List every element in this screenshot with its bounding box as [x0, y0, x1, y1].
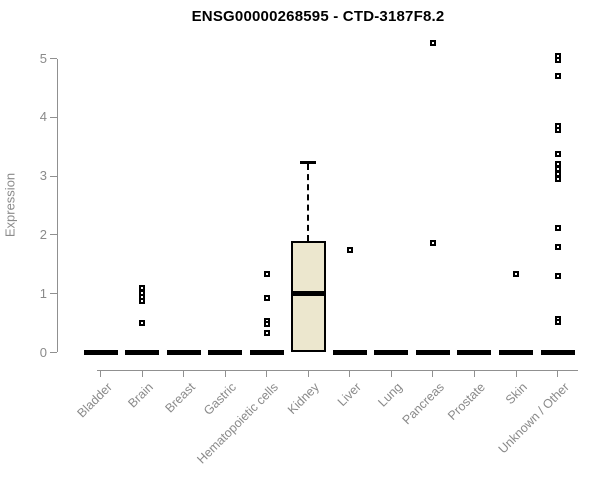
- median-line: [457, 350, 492, 355]
- x-axis-category-label: Breast: [162, 380, 198, 416]
- y-axis-line: [57, 58, 58, 353]
- boxplot-box: [290, 240, 326, 353]
- data-point: [139, 297, 146, 304]
- x-axis-tick: [183, 370, 185, 377]
- y-axis-tick: [50, 116, 57, 118]
- data-point: [263, 330, 270, 337]
- data-point: [554, 176, 561, 183]
- x-axis-category-label: Liver: [334, 380, 364, 410]
- median-line: [292, 291, 324, 297]
- x-axis-category-label: Skin: [502, 380, 530, 408]
- data-point: [554, 56, 561, 63]
- y-axis-tick: [50, 175, 57, 177]
- data-point: [429, 239, 436, 246]
- data-point: [263, 320, 270, 327]
- x-axis-line: [97, 370, 578, 371]
- chart-title: ENSG00000268595 - CTD-3187F8.2: [191, 8, 445, 25]
- x-axis-tick: [224, 370, 226, 377]
- upper-whisker: [307, 164, 310, 241]
- x-axis-tick: [100, 370, 102, 377]
- x-axis-tick: [266, 370, 268, 377]
- x-axis-tick: [557, 370, 559, 377]
- data-point: [346, 246, 353, 253]
- data-point: [139, 320, 146, 327]
- data-point: [554, 318, 561, 325]
- data-point: [554, 166, 561, 173]
- data-point: [513, 271, 519, 278]
- y-axis-tick-label: 0: [39, 344, 47, 360]
- y-axis-tick-label: 4: [39, 109, 47, 125]
- x-axis-category-label: Gastric: [201, 380, 240, 418]
- x-axis-category-label: Pancreas: [399, 380, 447, 428]
- y-axis-label: Expression: [2, 172, 18, 238]
- x-axis-category-label: Kidney: [285, 380, 323, 417]
- data-point: [263, 295, 270, 302]
- whisker-cap: [300, 160, 317, 164]
- median-line: [249, 350, 284, 355]
- x-axis-tick: [349, 370, 351, 377]
- y-axis-tick: [50, 58, 57, 60]
- x-axis-category-label: Lung: [375, 380, 406, 410]
- y-axis-tick-label: 5: [39, 50, 47, 66]
- data-point: [263, 271, 270, 278]
- median-line: [415, 350, 450, 355]
- x-axis-tick: [141, 370, 143, 377]
- x-axis-tick: [515, 370, 517, 377]
- median-line: [208, 350, 243, 355]
- x-axis-category-label: Hematopoietic cells: [194, 380, 281, 467]
- median-line: [540, 350, 575, 355]
- data-point: [554, 272, 561, 279]
- median-line: [499, 350, 533, 355]
- data-point: [554, 243, 561, 250]
- y-axis-tick-label: 3: [39, 168, 47, 184]
- data-point: [429, 39, 436, 46]
- median-line: [83, 350, 118, 355]
- data-point: [554, 127, 561, 134]
- y-axis-tick-label: 2: [39, 226, 47, 242]
- data-point: [554, 73, 561, 80]
- x-axis-tick: [432, 370, 434, 377]
- median-line: [332, 350, 367, 355]
- y-axis-tick: [50, 234, 57, 236]
- y-axis-tick-label: 1: [39, 285, 47, 301]
- x-axis-tick: [390, 370, 392, 377]
- median-line: [166, 350, 201, 355]
- x-axis-category-label: Brain: [125, 380, 157, 411]
- median-line: [374, 350, 409, 355]
- y-axis-tick: [50, 352, 57, 353]
- x-axis-tick: [307, 370, 309, 377]
- x-axis-category-label: Prostate: [445, 380, 489, 423]
- median-line: [125, 350, 160, 355]
- data-point: [554, 224, 561, 231]
- y-axis-tick: [50, 293, 57, 295]
- x-axis-tick: [473, 370, 475, 377]
- data-point: [554, 150, 561, 157]
- x-axis-category-label: Bladder: [74, 380, 115, 421]
